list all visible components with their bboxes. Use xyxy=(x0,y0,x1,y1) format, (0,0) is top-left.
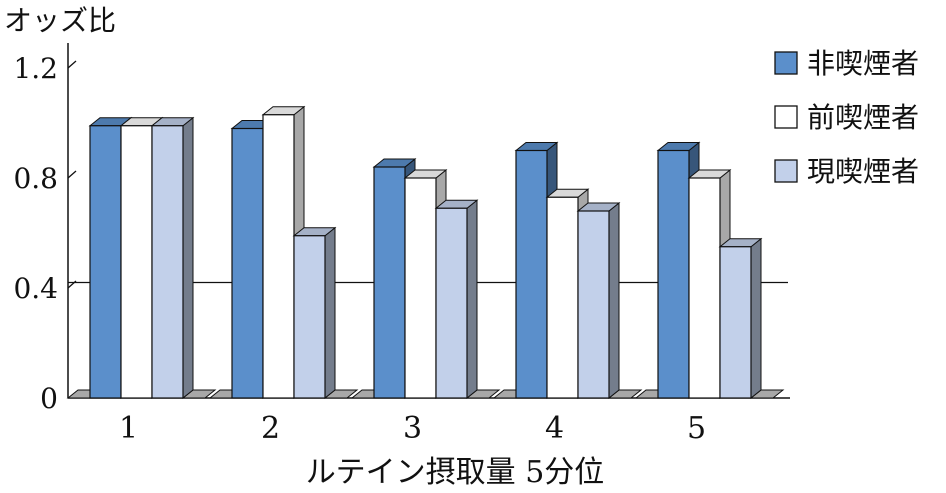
bar-layer xyxy=(66,105,785,400)
bar-3-cat-2 xyxy=(293,235,326,399)
bar-3-cat-1 xyxy=(151,125,184,399)
bar-3-cat-5 xyxy=(719,246,752,399)
bar-1-cat-4 xyxy=(515,149,548,399)
bar-1-cat-3 xyxy=(373,166,406,399)
x-tick-label: 1 xyxy=(119,411,138,446)
x-tick-label: 3 xyxy=(403,411,422,446)
x-axis-title: ルテイン摂取量 5分位 xyxy=(306,455,605,490)
legend-swatch xyxy=(774,159,798,183)
bar-2-cat-3 xyxy=(404,177,437,399)
bar-3-cat-3 xyxy=(435,207,468,399)
y-tick-label: 0.4 xyxy=(13,272,58,305)
x-tick-label: 2 xyxy=(261,411,280,446)
bar-2-cat-2 xyxy=(262,114,295,399)
y-tick-label: 1.2 xyxy=(13,52,58,85)
bar-1-cat-1 xyxy=(89,125,122,399)
x-tick-label: 5 xyxy=(687,411,706,446)
legend-swatch xyxy=(774,105,798,129)
legend-swatch xyxy=(774,51,798,75)
y-tick-mark xyxy=(67,170,77,179)
y-tick-mark xyxy=(67,280,77,289)
y-tick-label: 0 xyxy=(40,382,58,415)
legend-label: 非喫煙者 xyxy=(807,47,919,80)
bar-side xyxy=(182,116,194,400)
bar-2-cat-4 xyxy=(546,196,579,399)
bar-side xyxy=(324,226,336,400)
y-tick-label: 0.8 xyxy=(13,162,58,195)
legend-label: 前喫煙者 xyxy=(807,101,919,134)
bar-2-cat-5 xyxy=(688,177,721,399)
x-tick-label: 4 xyxy=(545,411,564,446)
y-axis-title: オッズ比 xyxy=(4,4,116,37)
bar-2-cat-1 xyxy=(120,125,153,399)
y-tick-mark xyxy=(67,60,77,69)
bar-3-cat-4 xyxy=(577,210,610,399)
bar-side xyxy=(608,201,620,400)
bar-side xyxy=(466,199,478,400)
bar-side xyxy=(750,237,762,400)
bar-1-cat-2 xyxy=(231,127,264,399)
legend-label: 現喫煙者 xyxy=(807,155,919,188)
bar-1-cat-5 xyxy=(657,149,690,399)
